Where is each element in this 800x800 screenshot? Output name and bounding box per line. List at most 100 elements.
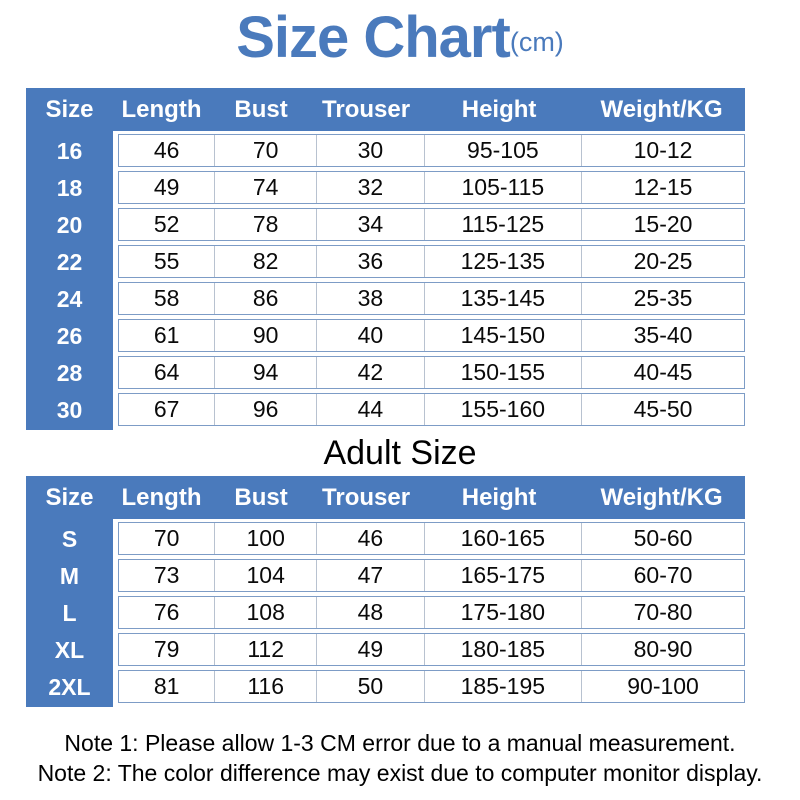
table-row: 76 108 48 175-180 70-80 [117,596,745,629]
table-cell: 50-60 [633,525,693,551]
table-row: 67 96 44 155-160 45-50 [117,393,745,426]
table-cell: 94 [215,357,318,388]
table-cell: 70 [119,523,216,554]
table-cell: 60-70 [633,562,693,588]
size-label-s: S [61,526,78,552]
table-cell: 74 [215,172,318,203]
column-header-length: Length [121,483,202,511]
table-cell: 105-115 [425,172,583,203]
table-cell: 47 [317,560,425,591]
column-header-length: Length [121,95,202,123]
size-label-2xl: 2XL [48,674,91,700]
size-label-m: M [59,563,80,589]
table-cell: 165-175 [425,560,583,591]
table-cell: 32 [317,172,425,203]
table-cell: 30 [317,135,425,166]
table-cell: 15-20 [633,211,693,237]
table-row: 61 90 40 145-150 35-40 [117,319,745,352]
table-cell: 64 [119,357,216,388]
table-row: 81 116 50 185-195 90-100 [117,670,745,703]
table-cell: 112 [215,634,318,665]
table-cell: 25-35 [633,285,693,311]
size-label-30: 30 [56,397,83,423]
table-cell: 45-50 [633,396,693,422]
table-row: 58 86 38 135-145 25-35 [117,282,745,315]
column-header-bust: Bust [234,483,288,511]
size-label-16: 16 [56,138,83,164]
table-cell: 96 [215,394,318,425]
column-header-size: Size [45,483,94,511]
table-cell: 82 [215,246,318,277]
table-cell: 80-90 [633,636,693,662]
table-row: 73 104 47 165-175 60-70 [117,559,745,592]
size-label-24: 24 [56,286,83,312]
table-row: 49 74 32 105-115 12-15 [117,171,745,204]
table-cell: 35-40 [633,322,693,348]
table-row: 79 112 49 180-185 80-90 [117,633,745,666]
table-cell: 49 [317,634,425,665]
table-cell: 145-150 [425,320,583,351]
table-cell: 50 [317,671,425,702]
table-cell: 81 [119,671,216,702]
table-cell: 49 [119,172,216,203]
table-header-row: Size Length Bust Trouser Height Weight/KG [26,476,745,519]
column-header-trouser: Trouser [322,483,411,511]
table-body: S M L XL 2XL 70 100 46 160-165 50-60 73 104 47 165-1… [26,519,745,707]
table-cell: 70-80 [633,599,693,625]
table-row: 46 70 30 95-105 10-12 [117,134,745,167]
table-cell: 46 [317,523,425,554]
size-label-xl: XL [54,637,85,663]
table-cell: 108 [215,597,318,628]
table-cell: 67 [119,394,216,425]
column-header-height: Height [461,483,537,511]
table-cell: 73 [119,560,216,591]
table-cell: 104 [215,560,318,591]
table-cell: 116 [215,671,318,702]
table-body: 16 18 20 22 24 26 28 30 46 70 30 95-105 10-12 49 74 32… [26,131,745,430]
column-header-size: Size [45,95,94,123]
size-label-22: 22 [56,249,83,275]
table-cell: 44 [317,394,425,425]
note-2: Note 2: The color difference may exist d… [37,760,763,786]
table-cell: 38 [317,283,425,314]
table-cell: 160-165 [425,523,583,554]
table-row: 64 94 42 150-155 40-45 [117,356,745,389]
table-cell: 55 [119,246,216,277]
table-cell: 40 [317,320,425,351]
column-header-weight-kg: Weight/KG [600,483,723,511]
table-cell: 70 [215,135,318,166]
table-cell: 86 [215,283,318,314]
table-cell: 58 [119,283,216,314]
size-label-l: L [62,600,77,626]
page-title-unit: (cm) [509,27,564,57]
size-label-26: 26 [56,323,83,349]
table-cell: 42 [317,357,425,388]
table-cell: 46 [119,135,216,166]
table-cell: 52 [119,209,216,240]
note-1: Note 1: Please allow 1-3 CM error due to… [64,730,736,756]
page-title: Size Chart(cm) [0,0,800,88]
table-cell: 61 [119,320,216,351]
table-cell: 125-135 [425,246,583,277]
column-header-weight-kg: Weight/KG [600,95,723,123]
table-row: 70 100 46 160-165 50-60 [117,522,745,555]
column-header-trouser: Trouser [322,95,411,123]
table-row: 52 78 34 115-125 15-20 [117,208,745,241]
table-cell: 90-100 [627,673,699,699]
column-header-height: Height [461,95,537,123]
table-cell: 180-185 [425,634,583,665]
table-cell: 175-180 [425,597,583,628]
table-cell: 90 [215,320,318,351]
footnotes: Note 1: Please allow 1-3 CM error due to… [0,728,800,788]
adult-size-heading: Adult Size [323,434,477,472]
size-label-18: 18 [56,175,83,201]
table-cell: 95-105 [425,135,583,166]
table-cell: 155-160 [425,394,583,425]
table-cell: 150-155 [425,357,583,388]
table-header-row: Size Length Bust Trouser Height Weight/KG [26,88,745,131]
table-cell: 185-195 [425,671,583,702]
table-cell: 135-145 [425,283,583,314]
size-column: S M L XL 2XL [26,519,113,707]
table-rows: 46 70 30 95-105 10-12 49 74 32 105-115 12-15 52 78 3… [113,131,745,430]
size-label-20: 20 [56,212,83,238]
